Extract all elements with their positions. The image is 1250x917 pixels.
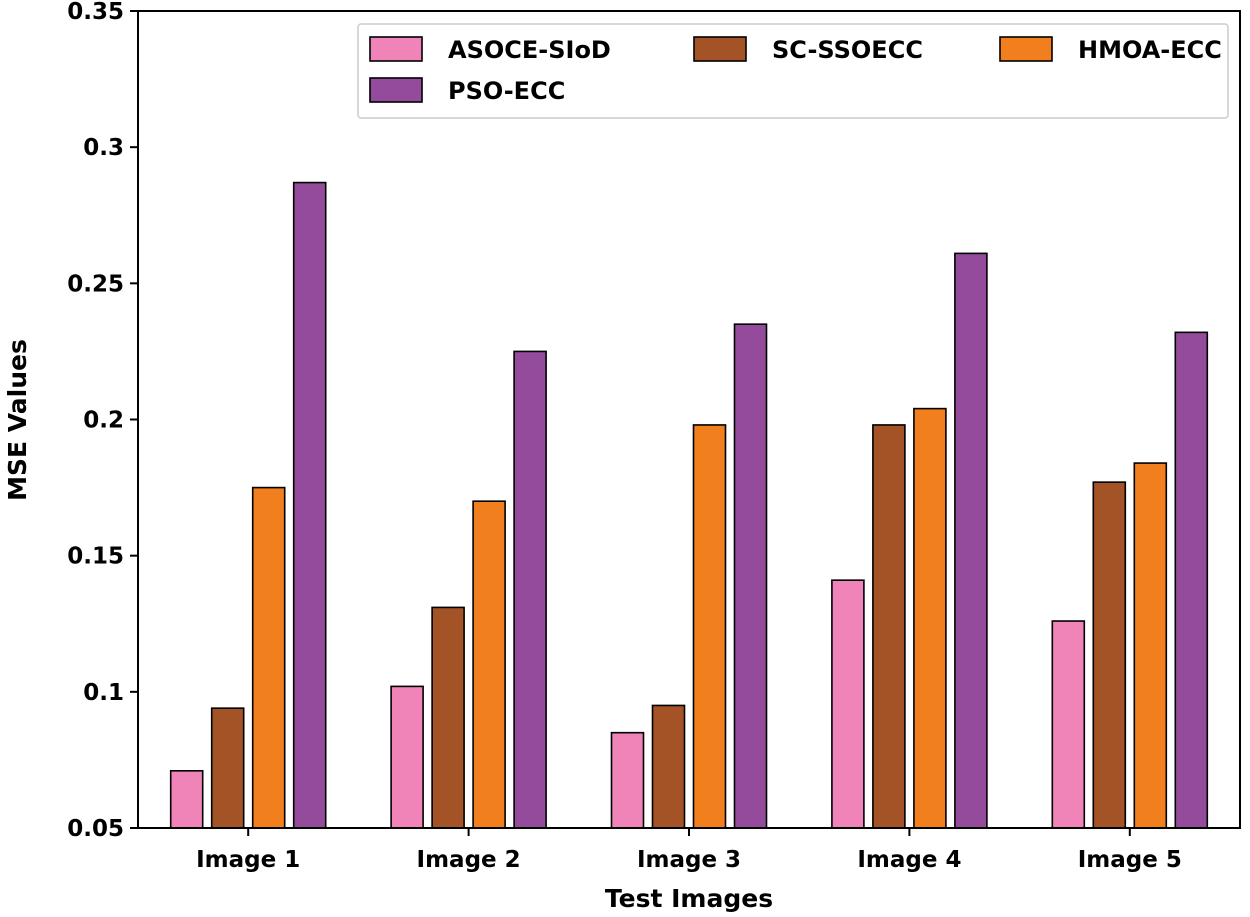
- bar-asoce-siod-image-2: [390, 685, 424, 829]
- y-tick-label: 0.25: [67, 271, 124, 297]
- bars-group: [169, 181, 1209, 829]
- x-tick-label: Image 1: [196, 847, 300, 873]
- bar-hmoa-ecc-image-4: [913, 407, 947, 829]
- legend-swatch-pso-ecc: [369, 77, 423, 103]
- y-axis: 0.05 0.1 0.15 0.2 0.25 0.3 0.35: [67, 0, 138, 842]
- legend-label: ASOCE-SIoD: [448, 36, 611, 64]
- x-tick-label: Image 2: [417, 847, 521, 873]
- legend-swatch-sc-ssoecc: [693, 36, 747, 62]
- bar-pso-ecc-image-3: [733, 323, 768, 829]
- bar-sc-ssoecc-image-1: [210, 707, 245, 829]
- bar-sc-ssoecc-image-2: [431, 606, 465, 829]
- y-tick-label: 0.1: [83, 680, 124, 706]
- bar-sc-ssoecc-image-5: [1092, 481, 1127, 829]
- bar-asoce-siod-image-5: [1051, 620, 1086, 829]
- legend-swatch-hmoa-ecc: [999, 36, 1053, 62]
- legend-swatch-asoce-siod: [369, 36, 423, 62]
- legend-label: SC-SSOECC: [772, 36, 923, 64]
- x-tick-label: Image 3: [637, 847, 741, 873]
- bar-pso-ecc-image-5: [1174, 331, 1209, 829]
- bar-sc-ssoecc-image-3: [651, 704, 686, 829]
- bar-hmoa-ecc-image-2: [472, 500, 506, 829]
- bar-pso-ecc-image-4: [954, 252, 988, 829]
- bar-pso-ecc-image-2: [513, 350, 547, 829]
- x-tick-label: Image 5: [1078, 847, 1182, 873]
- y-tick-label: 0.2: [83, 408, 124, 434]
- bar-sc-ssoecc-image-4: [872, 424, 906, 829]
- bar-pso-ecc-image-1: [292, 181, 327, 829]
- bar-asoce-siod-image-1: [169, 770, 204, 829]
- bar-hmoa-ecc-image-1: [251, 486, 286, 829]
- bar-hmoa-ecc-image-5: [1133, 462, 1168, 829]
- y-tick-label: 0.35: [67, 0, 124, 25]
- y-tick-label: 0.15: [67, 544, 124, 570]
- x-axis: Image 1 Image 2 Image 3 Image 4 Image 5: [196, 828, 1182, 873]
- legend: ASOCE-SIoD SC-SSOECC HMOA-ECC PSO-ECC: [357, 23, 1229, 119]
- x-axis-label: Test Images: [605, 884, 773, 913]
- legend-label: PSO-ECC: [448, 77, 565, 105]
- bar-asoce-siod-image-3: [610, 731, 645, 829]
- legend-label: HMOA-ECC: [1078, 36, 1222, 64]
- y-axis-label: MSE Values: [3, 339, 32, 501]
- y-tick-label: 0.05: [67, 816, 124, 842]
- x-tick-label: Image 4: [857, 847, 961, 873]
- bar-hmoa-ecc-image-3: [692, 424, 727, 829]
- bar-asoce-siod-image-4: [831, 579, 865, 829]
- y-tick-label: 0.3: [83, 135, 124, 161]
